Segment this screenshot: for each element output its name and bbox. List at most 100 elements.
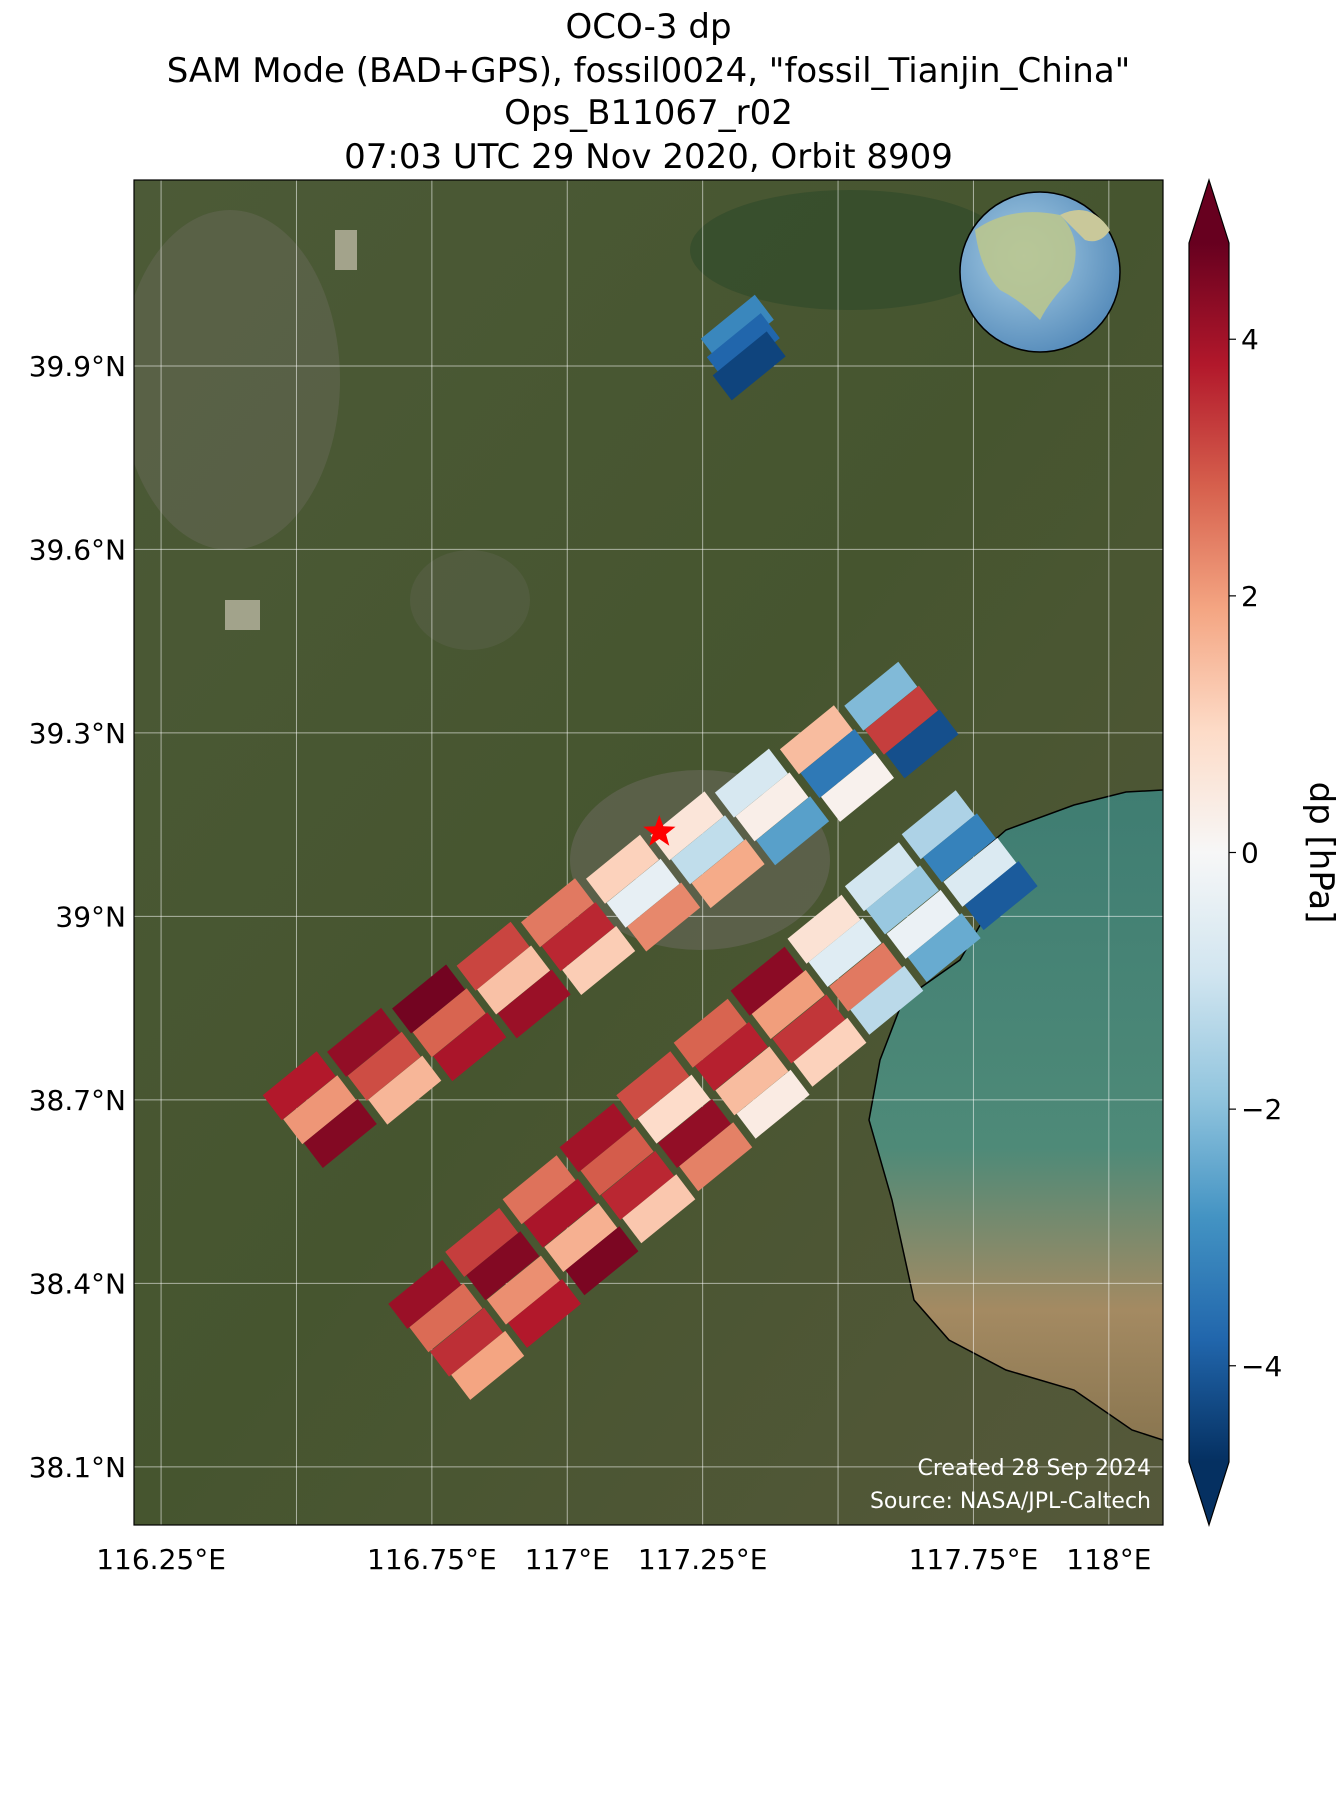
credits: Created 28 Sep 2024 Source: NASA/JPL-Calt… <box>870 1456 1151 1514</box>
colorbar-tick-label: 0 <box>1241 837 1259 870</box>
colorbar-outline <box>1188 178 1230 1527</box>
sounding-cell <box>521 878 594 948</box>
colorbar-label: dp [hPa] <box>1301 782 1341 924</box>
sounding-cell <box>793 1017 867 1087</box>
title-line: Ops_B11067_r02 <box>504 93 793 133</box>
sounding-cell <box>627 882 701 952</box>
basemap: Created 28 Sep 2024 Source: NASA/JPL-Calt… <box>134 180 1163 1525</box>
sounding-cell <box>850 965 924 1035</box>
sounding-cell <box>601 1151 675 1220</box>
sounding-cell <box>262 1051 336 1121</box>
sounding-cell <box>497 969 571 1039</box>
sounding-cell <box>756 796 830 866</box>
sounding-cell <box>922 813 996 883</box>
sounding-cell <box>616 1051 690 1121</box>
credit-line: Created 28 Sep 2024 <box>918 1456 1152 1481</box>
x-tick-label: 116.75°E <box>367 1543 497 1576</box>
sounding-cell <box>691 839 765 909</box>
sounding-cell <box>829 942 903 1012</box>
colorbar-extend-min <box>1189 1462 1229 1525</box>
credit-line: Source: NASA/JPL-Caltech <box>870 1489 1151 1514</box>
coastline <box>868 789 1163 1441</box>
title-line: 07:03 UTC 29 Nov 2020, Orbit 8909 <box>344 137 953 177</box>
title-line: SAM Mode (BAD+GPS), fossil0024, "fossil_… <box>167 51 1131 91</box>
sounding-cell <box>502 1155 576 1225</box>
sounding-cell <box>388 1259 462 1329</box>
sounding-cell <box>565 1226 639 1296</box>
sounding-cell <box>821 752 894 822</box>
sounding-cell <box>730 946 804 1016</box>
sounding-cell <box>544 1203 618 1272</box>
sounding-cell <box>658 1099 731 1168</box>
urban-area <box>134 210 340 550</box>
colorbar-extend-max <box>1189 180 1229 243</box>
sounding-cell <box>735 772 809 842</box>
colorbar-body <box>1189 243 1229 1462</box>
sounding-cell <box>751 970 825 1039</box>
sounding-cell <box>456 921 530 991</box>
title-line: OCO-3 dp <box>565 7 731 47</box>
sounding-cell <box>901 790 975 860</box>
y-tick-label: 39.3°N <box>29 717 126 750</box>
sounding-cell <box>779 705 853 775</box>
y-tick-label: 39°N <box>55 900 126 933</box>
sounding-cell <box>637 1074 711 1144</box>
x-tick-label: 117.25°E <box>638 1543 768 1576</box>
x-tick-label: 117°E <box>525 1543 610 1576</box>
sounding-cell <box>523 1178 597 1248</box>
sounding-cell <box>715 1046 789 1116</box>
sounding-cell <box>800 729 874 798</box>
sounding-cell <box>303 1099 377 1168</box>
sounding-cell <box>787 894 861 964</box>
urban-area <box>410 550 530 650</box>
sounding-cell <box>714 748 788 818</box>
airport <box>225 600 260 630</box>
sounding-cell <box>907 913 981 983</box>
sounding-cell <box>943 837 1017 907</box>
sounding-cell <box>772 994 846 1064</box>
sounding-cell <box>606 858 680 928</box>
sounding-cell <box>559 1103 633 1173</box>
x-tick-label: 117.75°E <box>909 1543 1039 1576</box>
sounding-cell <box>477 945 551 1015</box>
colorbar-tick-label: −2 <box>1241 1093 1282 1126</box>
sounding-cell <box>736 1069 810 1139</box>
sounding-cell <box>433 1012 507 1082</box>
x-tick-label: 116.25°E <box>96 1543 226 1576</box>
sounding-cell <box>508 1278 581 1348</box>
colorbar-tick-label: −4 <box>1241 1350 1282 1383</box>
sounding-cell <box>650 791 724 861</box>
soundings <box>262 266 1062 1400</box>
sounding-cell <box>486 1255 560 1325</box>
sounding-cell <box>844 842 918 912</box>
colorbar: −4 −2 0 2 4 dp [hPa] <box>1188 178 1341 1527</box>
sounding-cell <box>700 294 774 364</box>
sounding-cell <box>541 902 615 972</box>
y-tick-label: 39.6°N <box>29 533 126 566</box>
y-tick-label: 38.1°N <box>29 1451 126 1484</box>
sounding-cell <box>844 661 918 731</box>
sounding-cell <box>451 1330 525 1400</box>
axes: 116.25°E 116.75°E 117°E 117.25°E 117.75°E 118… <box>29 350 1152 1576</box>
colorbar-tick-label: 4 <box>1241 323 1259 356</box>
y-tick-label: 38.7°N <box>29 1084 126 1117</box>
sounding-cell <box>679 1122 753 1192</box>
sounding-cell <box>673 998 747 1068</box>
sounding-cell <box>886 889 960 959</box>
inset-globe <box>959 191 1121 353</box>
sounding-cell <box>327 1007 401 1077</box>
sounding-cell <box>885 709 959 779</box>
sounding-cell <box>622 1174 696 1244</box>
sounding-cell <box>283 1075 357 1145</box>
globe-land <box>1060 210 1110 242</box>
colorbar-tick-label: 2 <box>1241 580 1259 613</box>
target-star <box>643 815 676 846</box>
forest <box>690 190 1010 310</box>
sounding-cell <box>808 918 882 987</box>
sounding-cell <box>392 964 466 1034</box>
airport <box>335 230 357 270</box>
y-tick-label: 39.9°N <box>29 350 126 383</box>
sounding-cell <box>580 1126 654 1196</box>
